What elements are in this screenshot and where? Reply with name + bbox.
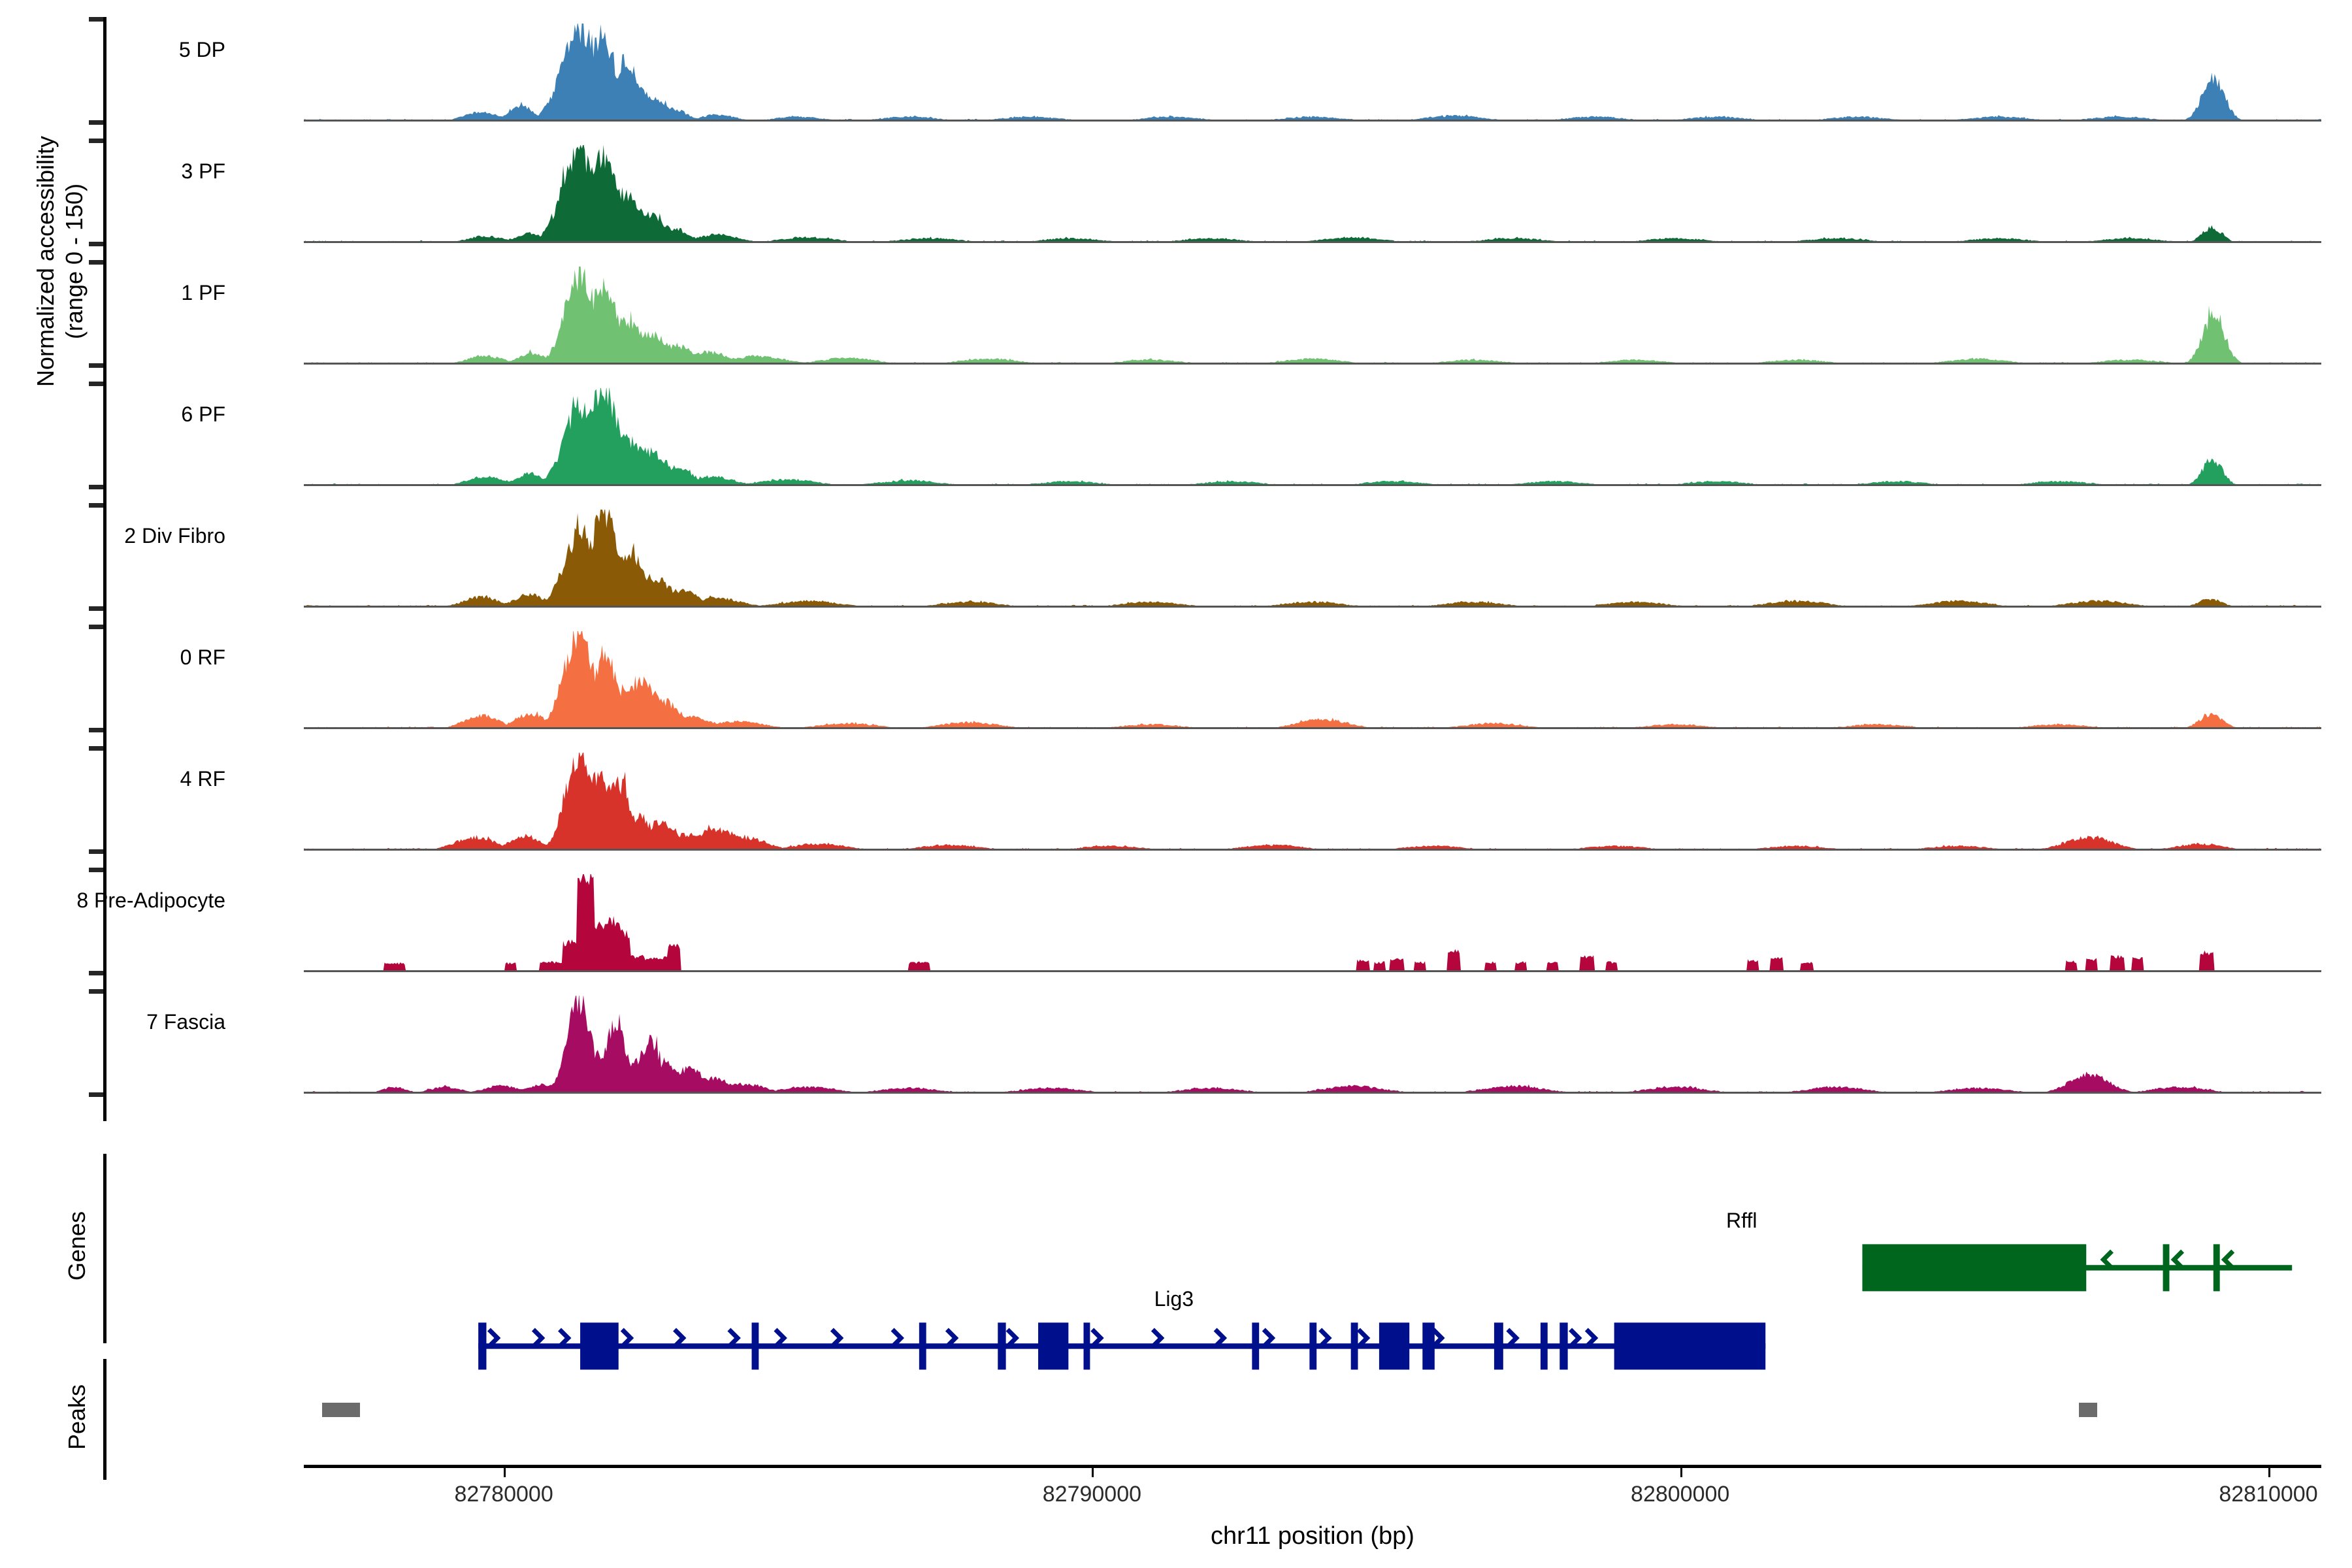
- y-axis-tick: [89, 242, 103, 246]
- signal-track-8: [304, 874, 2321, 972]
- y-axis-tick: [89, 606, 103, 611]
- y-axis-tick: [89, 503, 103, 508]
- gene-model-rffl[interactable]: [304, 1219, 2321, 1298]
- signal-track-7: [304, 753, 2321, 851]
- x-axis-tick: [1092, 1468, 1094, 1477]
- y-axis-tick: [89, 728, 103, 732]
- track-label-9: 7 Fascia: [146, 1010, 225, 1034]
- y-axis-tick: [89, 363, 103, 368]
- signal-area: [304, 753, 2321, 851]
- track-baseline: [304, 606, 2321, 608]
- y-axis-tick: [89, 989, 103, 994]
- track-label-1: 5 DP: [178, 38, 225, 61]
- track-baseline: [304, 484, 2321, 486]
- signal-area: [304, 24, 2321, 122]
- gene-model-lig3[interactable]: [304, 1298, 2321, 1376]
- track-label-6: 0 RF: [180, 645, 225, 669]
- track-baseline: [304, 241, 2321, 243]
- genes-section-caption: Genes: [63, 1211, 90, 1281]
- x-axis-tick: [1680, 1468, 1682, 1477]
- signal-track-2: [304, 145, 2321, 243]
- x-axis-tick-label: 82790000: [1042, 1482, 1142, 1507]
- y-axis-tick: [89, 382, 103, 386]
- track-baseline: [304, 970, 2321, 972]
- y-axis-tick: [89, 120, 103, 125]
- track-label-3: 1 PF: [181, 281, 225, 304]
- track-label-5: 2 Div Fibro: [124, 524, 225, 547]
- peak-region-1[interactable]: [321, 1403, 361, 1417]
- genes-section-bar: [103, 1154, 106, 1343]
- peak-region-2[interactable]: [2079, 1403, 2098, 1417]
- y-axis-tick: [89, 17, 103, 22]
- x-axis-line: [304, 1465, 2321, 1468]
- signal-track-9: [304, 996, 2321, 1094]
- x-axis-title: chr11 position (bp): [1211, 1522, 1414, 1550]
- y-axis-tick: [89, 971, 103, 975]
- signal-track-6: [304, 631, 2321, 729]
- signal-track-4: [304, 388, 2321, 486]
- y-axis-tick: [89, 746, 103, 751]
- track-label-8: 8 Pre-Adipocyte: [76, 889, 225, 912]
- x-axis-tick: [504, 1468, 506, 1477]
- track-baseline: [304, 1092, 2321, 1094]
- gene-name-label-lig3: Lig3: [1154, 1287, 1194, 1311]
- y-axis-tick: [89, 849, 103, 854]
- signal-track-5: [304, 510, 2321, 608]
- y-axis-tick: [89, 625, 103, 629]
- peaks-section-bar: [103, 1359, 106, 1480]
- signal-area: [304, 874, 2321, 972]
- track-baseline: [304, 727, 2321, 729]
- signal-track-3: [304, 267, 2321, 365]
- y-axis-title-line2: (range 0 - 150): [61, 183, 88, 340]
- x-axis-tick: [2268, 1468, 2270, 1477]
- y-axis-tick: [89, 1092, 103, 1097]
- signal-area: [304, 267, 2321, 365]
- peaks-section-caption: Peaks: [63, 1384, 90, 1450]
- signal-area: [304, 388, 2321, 486]
- track-label-2: 3 PF: [181, 159, 225, 183]
- signal-area: [304, 996, 2321, 1094]
- track-label-4: 6 PF: [181, 402, 225, 426]
- track-baseline: [304, 363, 2321, 365]
- gene-name-label-rffl: Rffl: [1726, 1209, 1757, 1232]
- x-axis-tick-label: 82810000: [2219, 1482, 2318, 1507]
- track-label-7: 4 RF: [180, 767, 225, 791]
- signal-track-1: [304, 24, 2321, 122]
- signal-area: [304, 631, 2321, 729]
- signal-axis-spine: [103, 17, 106, 1121]
- y-axis-tick: [89, 485, 103, 489]
- y-axis-tick: [89, 139, 103, 143]
- track-baseline: [304, 849, 2321, 851]
- peaks-track: [304, 1397, 2321, 1423]
- x-axis-tick-label: 82780000: [454, 1482, 553, 1507]
- y-axis-tick: [89, 260, 103, 265]
- track-baseline: [304, 120, 2321, 122]
- signal-area: [304, 510, 2321, 608]
- signal-area: [304, 145, 2321, 243]
- y-axis-tick: [89, 868, 103, 872]
- x-axis-tick-label: 82800000: [1631, 1482, 1730, 1507]
